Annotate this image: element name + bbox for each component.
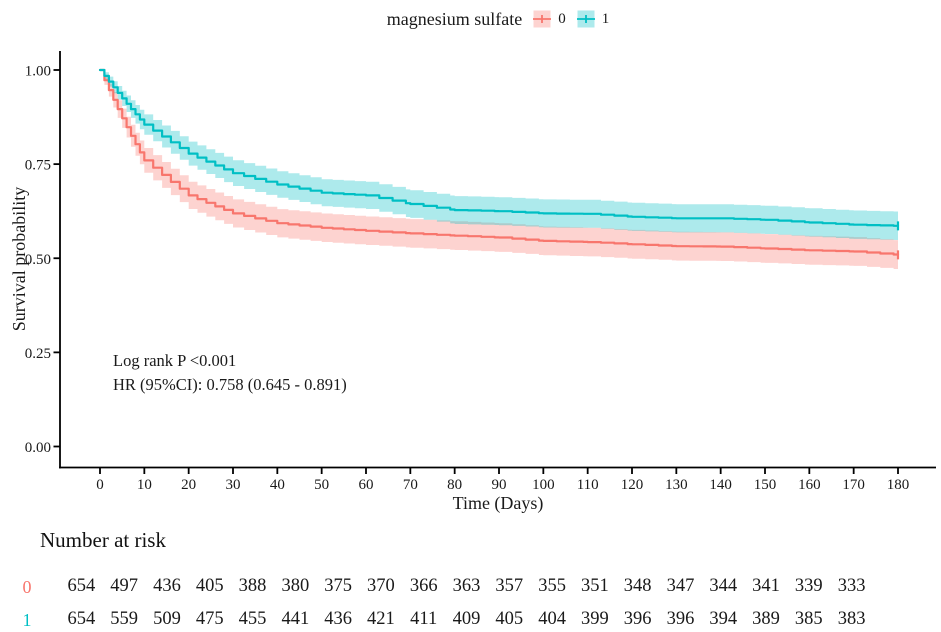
survival-plot-canvas: 0.00 0.25 0.50 0.75 1.00 0 10 20 30 40 50 60 70 80 90 1… (25, 51, 936, 493)
y-tick-label: 0.50 (25, 252, 51, 268)
risk-count: 654 (67, 609, 96, 629)
risk-row-label: 0 (22, 577, 32, 597)
risk-count: 509 (153, 609, 181, 629)
x-tick-label: 170 (842, 477, 865, 493)
risk-count: 394 (709, 609, 738, 629)
risk-row-group1: 1 654 559 509 475 455 441 436 421 411 409 405 404 399… (0, 609, 941, 632)
risk-count: 370 (367, 576, 395, 596)
x-tick-label: 40 (270, 477, 285, 493)
legend-item-group1: 1 (576, 10, 610, 28)
risk-count: 363 (452, 576, 481, 596)
risk-count: 399 (580, 609, 609, 629)
y-tick-label: 1.00 (25, 64, 51, 80)
x-tick-label: 100 (532, 477, 555, 493)
x-tick-label: 30 (225, 477, 240, 493)
x-tick-label: 50 (314, 477, 329, 493)
risk-count: 497 (110, 576, 139, 596)
risk-count: 388 (238, 576, 267, 596)
y-tick-label: 0.25 (25, 346, 51, 362)
risk-count: 455 (238, 609, 267, 629)
y-axis-title: Survival probability (9, 186, 29, 332)
legend-key-group1-icon (576, 10, 595, 28)
risk-count: 380 (281, 576, 310, 596)
y-tick-label: 0.75 (25, 158, 51, 174)
risk-row-values: 654 559 509 475 455 441 436 421 411 409 405 404 399 3… (60, 609, 873, 630)
risk-count: 559 (110, 609, 139, 629)
risk-table-title: Number at risk (40, 528, 166, 552)
risk-count: 421 (367, 609, 395, 629)
x-tick-label: 70 (403, 477, 418, 493)
risk-count: 351 (580, 576, 609, 596)
risk-count: 366 (409, 576, 438, 596)
risk-count: 348 (623, 576, 652, 596)
legend-label-group1: 1 (601, 10, 610, 27)
risk-count: 383 (837, 609, 866, 629)
risk-row-values: 654 497 436 405 388 380 375 370 366 363 357 355 351 3… (60, 576, 873, 597)
legend-title: magnesium sulfate (386, 8, 523, 29)
legend-key-glyph (533, 10, 552, 28)
y-tick-label: 0.00 (25, 440, 51, 456)
ci-ribbon-group1 (100, 70, 898, 241)
risk-count: 396 (666, 609, 695, 629)
x-tick-label: 90 (491, 477, 506, 493)
risk-count: 344 (709, 576, 738, 596)
risk-count: 405 (495, 609, 524, 629)
legend: magnesium sulfate 0 1 (60, 6, 936, 32)
legend-key-glyph (576, 10, 595, 28)
x-tick-label: 120 (621, 477, 644, 493)
risk-count: 339 (794, 576, 823, 596)
x-tick-label: 140 (709, 477, 732, 493)
risk-row-group0: 0 654 497 436 405 388 380 375 370 366 363 357 355 351… (0, 576, 941, 600)
x-tick-label: 0 (96, 477, 104, 493)
x-tick-label: 180 (887, 477, 910, 493)
x-tick-label: 150 (754, 477, 777, 493)
risk-count: 333 (837, 576, 866, 596)
x-axis-title: Time (Days) (452, 493, 544, 513)
risk-count: 436 (324, 609, 352, 629)
x-tick-label: 80 (447, 477, 462, 493)
x-tick-label: 130 (665, 477, 688, 493)
legend-key-group0-icon (533, 10, 552, 28)
risk-count: 411 (410, 609, 438, 629)
legend-label-group0: 0 (558, 10, 566, 27)
x-tick-label: 10 (137, 477, 152, 493)
survival-curve-group1 (98, 68, 900, 227)
risk-count: 355 (538, 576, 566, 596)
x-tick-label: 60 (358, 477, 373, 493)
risk-count: 441 (281, 609, 310, 629)
risk-count: 405 (195, 576, 224, 596)
risk-count: 347 (666, 576, 695, 596)
risk-count: 409 (452, 609, 481, 629)
risk-count: 396 (623, 609, 652, 629)
risk-row-label: 1 (22, 610, 32, 630)
x-tick-label: 160 (798, 477, 821, 493)
risk-count: 475 (195, 609, 224, 629)
risk-count: 404 (538, 609, 566, 629)
risk-count: 436 (153, 576, 181, 596)
survival-curve-group0 (98, 68, 900, 256)
risk-count: 654 (67, 576, 96, 596)
ci-ribbon-group0 (100, 70, 898, 270)
risk-count: 375 (324, 576, 352, 596)
risk-count: 357 (495, 576, 524, 596)
logrank-annotation: Log rank P <0.001 (113, 351, 237, 370)
legend-item-group0: 0 (533, 10, 566, 28)
hazard-ratio-annotation: HR (95%CI): 0.758 (0.645 - 0.891) (113, 375, 347, 394)
risk-count: 389 (752, 609, 780, 629)
risk-count: 341 (752, 576, 780, 596)
x-tick-label: 110 (577, 477, 599, 493)
risk-count: 385 (794, 609, 823, 629)
x-tick-label: 20 (181, 477, 196, 493)
